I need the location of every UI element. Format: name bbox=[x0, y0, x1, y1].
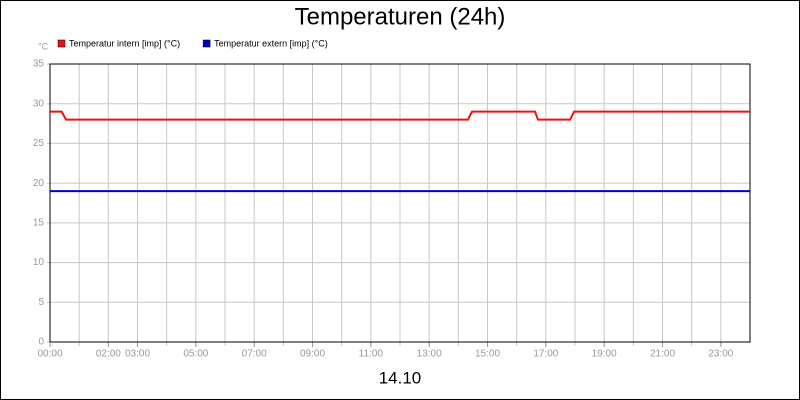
y-tick-label: 0 bbox=[38, 337, 44, 348]
x-tick-label: 19:00 bbox=[592, 349, 617, 360]
x-tick-label: 02:00 bbox=[96, 349, 121, 360]
x-label: 14.10 bbox=[379, 368, 422, 387]
y-tick-label: 30 bbox=[33, 98, 45, 109]
y-tick-label: 20 bbox=[33, 178, 45, 189]
x-tick-label: 00:00 bbox=[37, 349, 62, 360]
x-tick-label: 07:00 bbox=[242, 349, 267, 360]
x-tick-label: 13:00 bbox=[417, 349, 442, 360]
legend-swatch bbox=[202, 39, 211, 48]
x-tick-label: 15:00 bbox=[475, 349, 500, 360]
chart-title: Temperaturen (24h) bbox=[295, 3, 506, 30]
y-tick-label: 5 bbox=[38, 297, 44, 308]
x-tick-label: 05:00 bbox=[183, 349, 208, 360]
x-tick-label: 09:00 bbox=[300, 349, 325, 360]
x-tick-label: 17:00 bbox=[533, 349, 558, 360]
plot-border bbox=[49, 63, 751, 343]
x-tick-label: 21:00 bbox=[650, 349, 675, 360]
y-unit: °C bbox=[38, 41, 49, 51]
y-tick-label: 15 bbox=[33, 217, 45, 228]
y-tick-label: 10 bbox=[33, 257, 45, 268]
x-tick-label: 11:00 bbox=[359, 349, 384, 360]
y-tick-label: 25 bbox=[33, 138, 45, 149]
legend-label: Temperatur intern [imp] (°C) bbox=[69, 38, 180, 48]
series-line bbox=[50, 110, 750, 121]
x-tick-label: 03:00 bbox=[125, 349, 150, 360]
y-tick-label: 35 bbox=[33, 59, 45, 70]
x-tick-label: 23:00 bbox=[708, 349, 733, 360]
legend-swatch bbox=[57, 39, 66, 48]
legend-label: Temperatur extern [imp] (°C) bbox=[214, 38, 328, 48]
